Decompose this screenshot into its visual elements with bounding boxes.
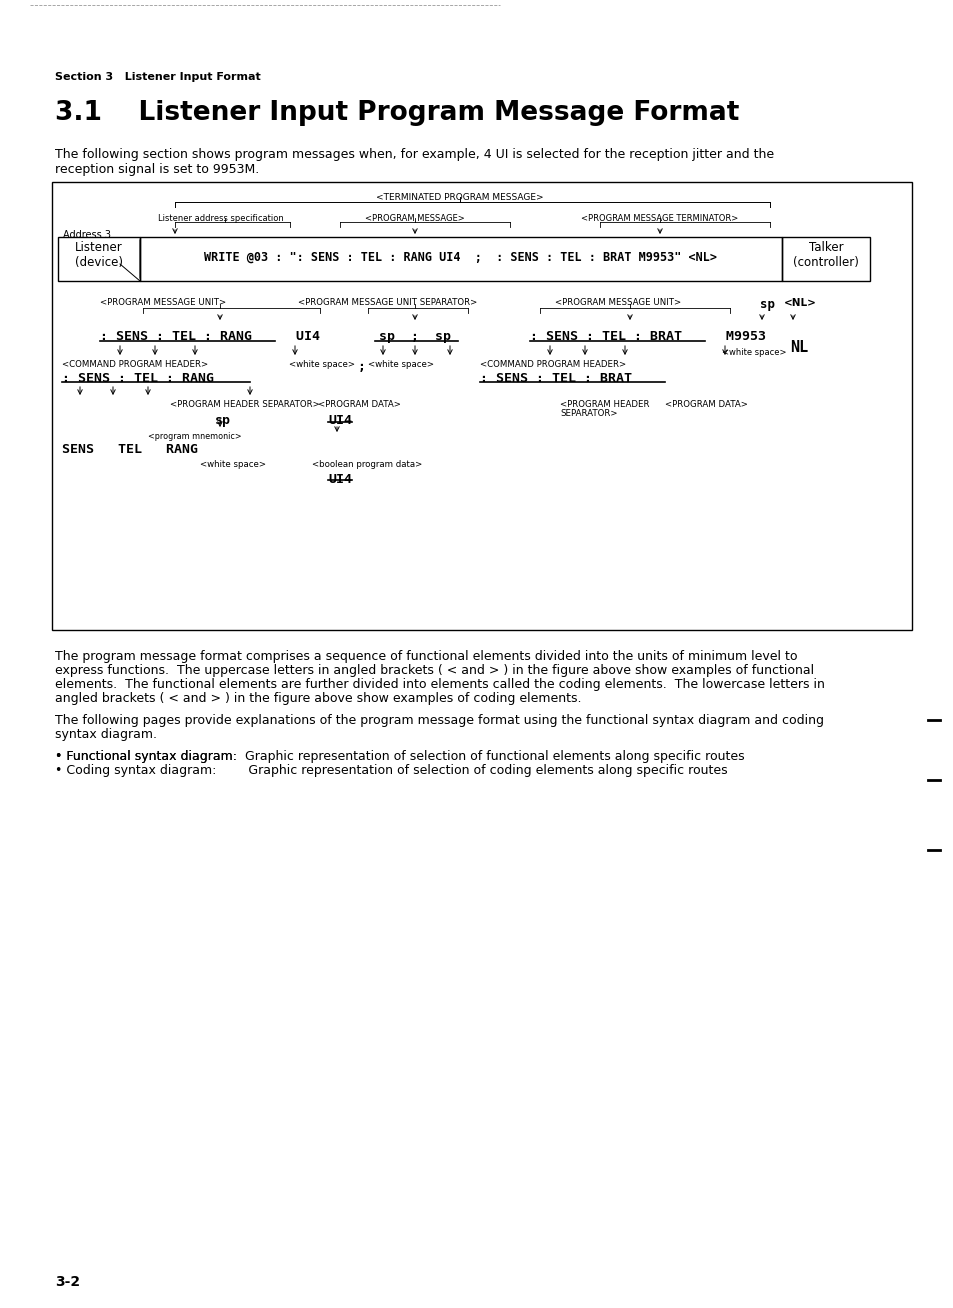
Bar (52, 182, 911, 630)
Text: The program message format comprises a sequence of functional elements divided i: The program message format comprises a s… (55, 650, 797, 663)
Text: <PROGRAM DATA>: <PROGRAM DATA> (317, 400, 400, 409)
Text: <COMMAND PROGRAM HEADER>: <COMMAND PROGRAM HEADER> (62, 360, 208, 369)
Text: : SENS : TEL : RANG: : SENS : TEL : RANG (62, 371, 213, 385)
Text: WRITE @03 : ": SENS : TEL : RANG UI4  ;  : SENS : TEL : BRAT M9953" <NL>: WRITE @03 : ": SENS : TEL : RANG UI4 ; :… (204, 251, 717, 264)
Text: <PROGRAM MESSAGE>: <PROGRAM MESSAGE> (365, 215, 464, 222)
Text: <PROGRAM HEADER SEPARATOR>: <PROGRAM HEADER SEPARATOR> (170, 400, 319, 409)
Text: • Functional syntax diagram:: • Functional syntax diagram: (55, 749, 236, 763)
Text: • Coding syntax diagram:        Graphic representation of selection of coding el: • Coding syntax diagram: Graphic represe… (55, 764, 727, 777)
Text: Listener
(device): Listener (device) (75, 241, 123, 269)
Text: NL: NL (789, 340, 807, 354)
Text: SENS   TEL   RANG: SENS TEL RANG (62, 443, 198, 456)
Text: <COMMAND PROGRAM HEADER>: <COMMAND PROGRAM HEADER> (479, 360, 625, 369)
Text: : SENS : TEL : RANG: : SENS : TEL : RANG (100, 330, 252, 343)
Text: <PROGRAM MESSAGE UNIT>: <PROGRAM MESSAGE UNIT> (100, 298, 226, 307)
Text: <PROGRAM MESSAGE UNIT>: <PROGRAM MESSAGE UNIT> (555, 298, 680, 307)
Text: : SENS : TEL : BRAT: : SENS : TEL : BRAT (479, 371, 631, 385)
Text: The following section shows program messages when, for example, 4 UI is selected: The following section shows program mess… (55, 148, 773, 161)
Text: sp: sp (760, 298, 774, 311)
Text: elements.  The functional elements are further divided into elements called the : elements. The functional elements are fu… (55, 678, 824, 691)
Text: Talker
(controller): Talker (controller) (792, 241, 858, 269)
Text: M9953: M9953 (709, 330, 765, 343)
Text: UI4: UI4 (328, 473, 352, 487)
Text: <white space>: <white space> (368, 360, 434, 369)
Text: angled brackets ( < and > ) in the figure above show examples of coding elements: angled brackets ( < and > ) in the figur… (55, 692, 581, 705)
Text: <PROGRAM MESSAGE TERMINATOR>: <PROGRAM MESSAGE TERMINATOR> (580, 215, 738, 222)
Text: sp  ;  sp: sp ; sp (378, 330, 451, 343)
Text: <white space>: <white space> (289, 360, 355, 369)
Text: syntax diagram.: syntax diagram. (55, 729, 157, 742)
Text: express functions.  The uppercase letters in angled brackets ( < and > ) in the : express functions. The uppercase letters… (55, 664, 813, 678)
Bar (140, 237, 781, 281)
Text: Listener address specification: Listener address specification (158, 215, 283, 222)
Text: <white space>: <white space> (200, 460, 266, 470)
Text: sp: sp (214, 415, 231, 426)
Text: UI4: UI4 (328, 415, 352, 426)
Text: Address 3: Address 3 (63, 230, 111, 239)
Text: reception signal is set to 9953M.: reception signal is set to 9953M. (55, 164, 259, 177)
Text: <boolean program data>: <boolean program data> (312, 460, 422, 470)
Text: <PROGRAM HEADER: <PROGRAM HEADER (559, 400, 649, 409)
Text: SEPARATOR>: SEPARATOR> (559, 409, 617, 419)
Text: <TERMINATED PROGRAM MESSAGE>: <TERMINATED PROGRAM MESSAGE> (375, 194, 543, 201)
Text: : SENS : TEL : BRAT: : SENS : TEL : BRAT (530, 330, 681, 343)
Text: Section 3   Listener Input Format: Section 3 Listener Input Format (55, 72, 260, 82)
Text: 3.1    Listener Input Program Message Format: 3.1 Listener Input Program Message Forma… (55, 99, 739, 126)
Text: <white space>: <white space> (721, 348, 785, 357)
Bar (58, 237, 140, 281)
Text: <NL>: <NL> (783, 298, 816, 307)
Text: 3-2: 3-2 (55, 1275, 80, 1288)
Text: UI4: UI4 (280, 330, 319, 343)
Text: The following pages provide explanations of the program message format using the: The following pages provide explanations… (55, 714, 823, 727)
Text: ;: ; (357, 360, 366, 373)
Text: <program mnemonic>: <program mnemonic> (148, 432, 241, 441)
Text: <PROGRAM MESSAGE UNIT SEPARATOR>: <PROGRAM MESSAGE UNIT SEPARATOR> (298, 298, 477, 307)
Bar (781, 237, 869, 281)
Text: <PROGRAM DATA>: <PROGRAM DATA> (664, 400, 747, 409)
Text: • Functional syntax diagram:  Graphic representation of selection of functional : • Functional syntax diagram: Graphic rep… (55, 749, 744, 763)
